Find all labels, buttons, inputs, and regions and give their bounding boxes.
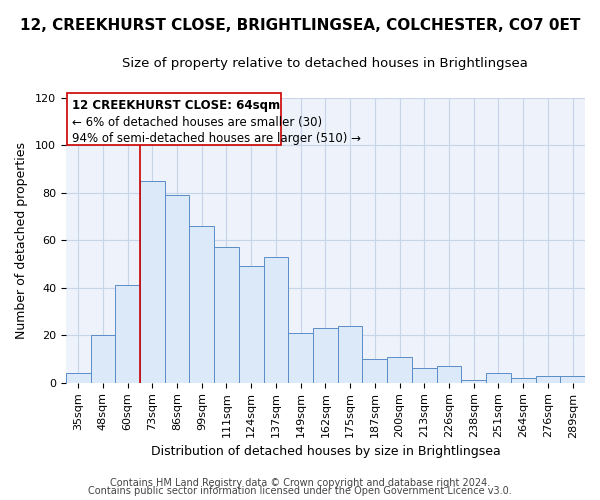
- Bar: [239, 266, 263, 382]
- Bar: [486, 373, 511, 382]
- Bar: [511, 378, 536, 382]
- Bar: [91, 336, 115, 382]
- Bar: [115, 286, 140, 382]
- Bar: [338, 326, 362, 382]
- Bar: [140, 181, 164, 382]
- Text: Contains public sector information licensed under the Open Government Licence v3: Contains public sector information licen…: [88, 486, 512, 496]
- Text: 94% of semi-detached houses are larger (510) →: 94% of semi-detached houses are larger (…: [72, 132, 361, 145]
- Text: 12, CREEKHURST CLOSE, BRIGHTLINGSEA, COLCHESTER, CO7 0ET: 12, CREEKHURST CLOSE, BRIGHTLINGSEA, COL…: [20, 18, 580, 32]
- X-axis label: Distribution of detached houses by size in Brightlingsea: Distribution of detached houses by size …: [151, 444, 500, 458]
- Bar: [263, 257, 289, 382]
- Bar: [536, 376, 560, 382]
- Bar: [313, 328, 338, 382]
- Text: 12 CREEKHURST CLOSE: 64sqm: 12 CREEKHURST CLOSE: 64sqm: [72, 99, 280, 112]
- Bar: [190, 226, 214, 382]
- Bar: [461, 380, 486, 382]
- Y-axis label: Number of detached properties: Number of detached properties: [15, 142, 28, 339]
- Bar: [66, 373, 91, 382]
- Bar: [387, 356, 412, 382]
- Bar: [412, 368, 437, 382]
- Title: Size of property relative to detached houses in Brightlingsea: Size of property relative to detached ho…: [122, 58, 529, 70]
- Bar: [362, 359, 387, 382]
- Bar: [437, 366, 461, 382]
- Text: ← 6% of detached houses are smaller (30): ← 6% of detached houses are smaller (30): [72, 116, 322, 129]
- Bar: [214, 248, 239, 382]
- Text: Contains HM Land Registry data © Crown copyright and database right 2024.: Contains HM Land Registry data © Crown c…: [110, 478, 490, 488]
- Bar: [164, 196, 190, 382]
- FancyBboxPatch shape: [67, 94, 281, 146]
- Bar: [560, 376, 585, 382]
- Bar: [289, 333, 313, 382]
